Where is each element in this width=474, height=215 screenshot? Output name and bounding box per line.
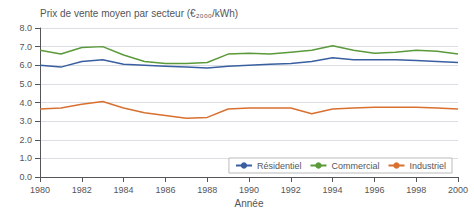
svg-text:0.0: 0.0 [19,172,32,182]
svg-text:1.0: 1.0 [19,153,32,163]
svg-text:Résidentiel: Résidentiel [257,161,302,171]
svg-text:1994: 1994 [323,185,343,195]
svg-text:1982: 1982 [72,185,92,195]
svg-text:Industriel: Industriel [409,161,446,171]
svg-text:2000: 2000 [448,185,468,195]
svg-text:4.0: 4.0 [19,98,32,108]
svg-text:1986: 1986 [155,185,175,195]
svg-text:1990: 1990 [239,185,259,195]
svg-text:3.0: 3.0 [19,116,32,126]
svg-text:1984: 1984 [114,185,134,195]
svg-text:1988: 1988 [197,185,217,195]
svg-text:6.0: 6.0 [19,60,32,70]
svg-text:1998: 1998 [406,185,426,195]
svg-text:7.0: 7.0 [19,42,32,52]
svg-text:5.0: 5.0 [19,79,32,89]
svg-text:1980: 1980 [30,185,50,195]
svg-text:1996: 1996 [364,185,384,195]
svg-text:1992: 1992 [281,185,301,195]
svg-text:Prix de vente moyen par secteu: Prix de vente moyen par secteur (€₂₀₀₀/k… [40,8,238,19]
svg-text:8.0: 8.0 [19,23,32,33]
svg-text:Année: Année [235,198,264,209]
svg-text:Commercial: Commercial [331,161,379,171]
svg-text:2.0: 2.0 [19,135,32,145]
